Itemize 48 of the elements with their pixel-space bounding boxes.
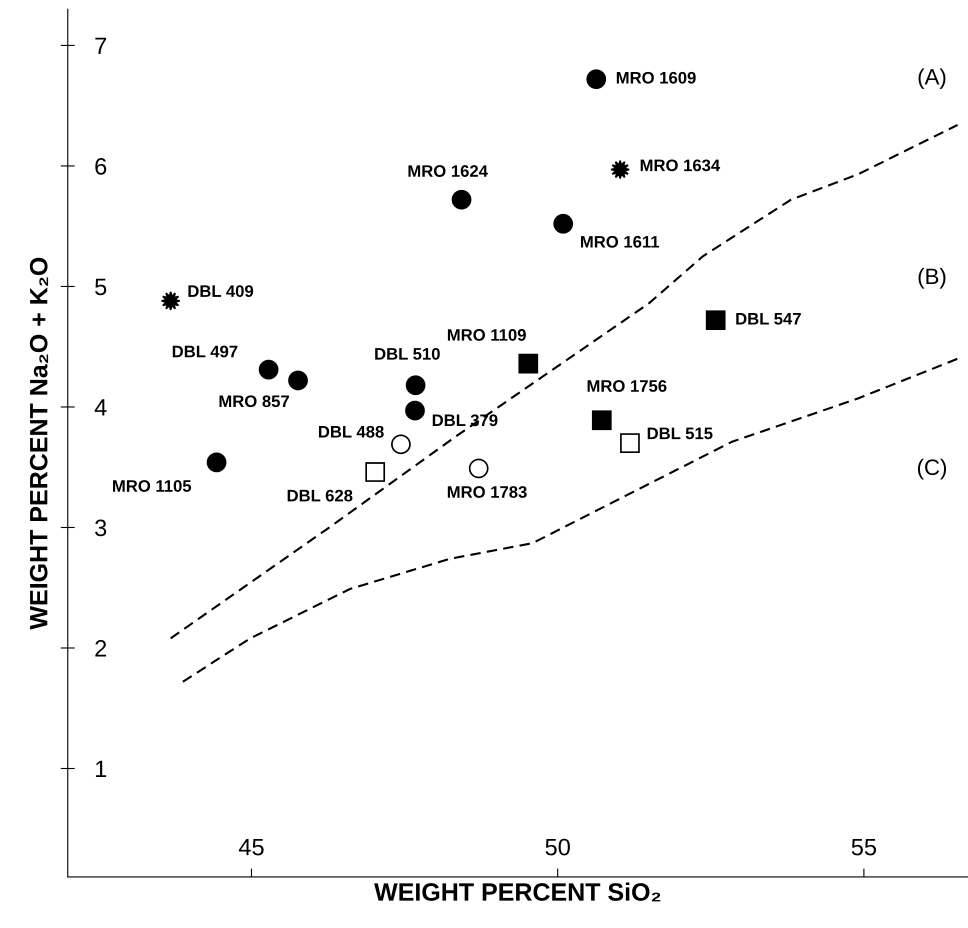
x-tick-label: 45 <box>238 838 264 856</box>
x-tick-label: 50 <box>546 838 570 856</box>
y-tick-label: 3 <box>95 520 106 536</box>
y-tick-label: 4 <box>94 399 107 416</box>
point <box>586 69 606 90</box>
annotation: (B) <box>918 268 946 289</box>
point <box>468 458 489 478</box>
series-label: DBL 515 <box>648 428 713 440</box>
x-tick-label: 55 <box>852 838 876 856</box>
point <box>160 291 181 311</box>
series-label: MRO 857 <box>219 395 289 408</box>
series-label: MRO 1609 <box>616 72 696 84</box>
series-label: MRO 1109 <box>448 329 526 341</box>
series-label: DBL 510 <box>375 348 440 360</box>
point <box>610 160 630 180</box>
series-label: MRO 1756 <box>588 380 666 392</box>
series-label: DBL 409 <box>188 285 254 298</box>
point <box>365 462 386 482</box>
point <box>258 360 278 380</box>
y-tick-label: 2 <box>95 640 106 657</box>
series-label: MRO 1624 <box>408 165 488 177</box>
point <box>518 354 538 374</box>
y-tick-label: 1 <box>96 760 106 778</box>
series-label: DBL 488 <box>318 426 384 438</box>
series-label: MRO 1783 <box>448 486 527 498</box>
point <box>406 375 426 396</box>
series-label: DBL 628 <box>288 490 352 502</box>
y-axis-title: WEIGHT PERCENT Na₂O + K₂O <box>30 258 48 630</box>
series-label: DBL 547 <box>736 313 801 325</box>
y-tick-label: 6 <box>95 158 106 175</box>
point <box>391 434 411 454</box>
annotation: (A) <box>918 68 946 90</box>
x-axis-title: WEIGHT PERCENT SiO₂ <box>374 882 660 902</box>
series-label: MRO 1611 <box>580 236 660 248</box>
point <box>206 452 226 472</box>
annotation: (C) <box>918 458 946 480</box>
y-tick-label: 7 <box>95 38 106 54</box>
point <box>592 410 612 430</box>
point <box>553 214 574 234</box>
series-label: MRO 1105 <box>113 480 192 492</box>
point <box>706 310 726 330</box>
point <box>288 370 308 390</box>
point <box>452 190 472 210</box>
point <box>405 400 425 420</box>
y-tick-label: 5 <box>95 278 106 296</box>
series-label: DBL 497 <box>172 346 238 358</box>
series-label: MRO 1634 <box>640 159 720 172</box>
point <box>620 433 640 453</box>
